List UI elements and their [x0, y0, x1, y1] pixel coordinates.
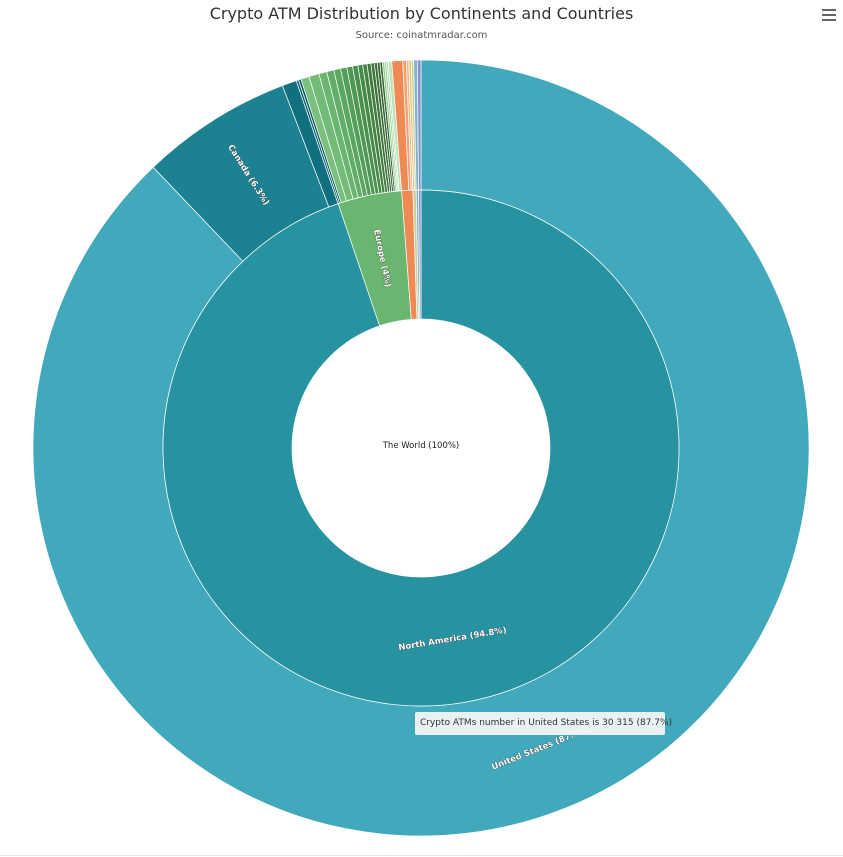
tooltip-prefix: Crypto ATMs number in [420, 718, 529, 728]
tooltip-suffix: is 30 315 (87.7%) [589, 718, 673, 728]
country-tooltip: Crypto ATMs number in United States is 3… [414, 711, 672, 742]
continent-slice-other-4[interactable] [418, 189, 422, 320]
chart-subtitle: Source: coinatmradar.com [355, 30, 488, 41]
tooltip-arrow [535, 736, 547, 742]
country-ring [32, 59, 810, 837]
hamburger-menu-icon[interactable] [822, 9, 836, 21]
continent-ring [162, 189, 680, 707]
tooltip-country: United States [528, 718, 590, 728]
bottom-divider [0, 855, 843, 856]
continent-slice-north-america[interactable] [162, 189, 680, 707]
center-label: The World (100%) [382, 441, 460, 451]
chart-title: Crypto ATM Distribution by Continents an… [209, 4, 634, 23]
